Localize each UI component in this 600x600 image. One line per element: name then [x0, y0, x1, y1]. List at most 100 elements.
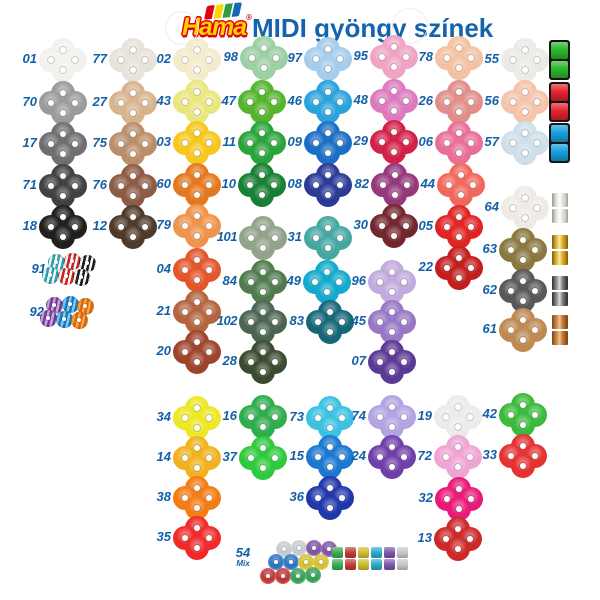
color-number-label: 46	[287, 93, 302, 108]
color-number-label: 62	[482, 282, 497, 297]
bead-hole	[522, 47, 528, 53]
bead-hole	[271, 99, 277, 105]
bead-cluster-17	[39, 122, 87, 166]
bead-hole	[142, 183, 148, 189]
bead-hole	[260, 404, 266, 410]
bead-cluster-75	[109, 122, 157, 166]
bead	[380, 360, 404, 384]
bead-hole	[444, 140, 450, 146]
bead-cluster-28	[239, 340, 287, 384]
bead-hole	[272, 235, 278, 241]
glitter-color-square	[397, 559, 408, 570]
bead-cluster-43	[173, 80, 221, 124]
color-number-label: 34	[156, 409, 171, 424]
bead-hole	[48, 183, 54, 189]
bead-hole	[261, 65, 267, 71]
bead-cluster-32	[435, 477, 483, 521]
bead-cluster-29	[370, 120, 418, 164]
bead-cluster-mix-54	[258, 538, 343, 586]
bead	[316, 236, 340, 260]
bead-hole	[389, 404, 395, 410]
bead-cluster-14	[173, 436, 221, 480]
bead-cluster-06	[435, 121, 483, 165]
bead-cluster-45	[368, 300, 416, 344]
bead-cluster-04	[173, 248, 221, 292]
metal-color-square	[552, 193, 568, 207]
bead-hole	[401, 319, 407, 325]
bead-cluster-77	[109, 38, 157, 82]
bead-hole	[60, 173, 66, 179]
color-number-label: 91	[31, 261, 46, 276]
bead-hole	[532, 412, 538, 418]
bead-hole	[194, 505, 200, 511]
bead	[275, 568, 291, 584]
bead-hole	[456, 234, 462, 240]
bead	[305, 567, 321, 583]
bead-hole	[64, 274, 68, 278]
striped-bead	[39, 309, 57, 327]
color-number-label: 35	[156, 529, 171, 544]
bead-hole	[508, 288, 514, 294]
color-number-label: 78	[418, 49, 433, 64]
bead-hole	[327, 405, 333, 411]
bead	[513, 58, 537, 82]
bead-cluster-10	[238, 163, 286, 207]
bead-hole	[379, 223, 385, 229]
color-number-label: 17	[22, 135, 37, 150]
color-number-label: 55	[484, 51, 499, 66]
glow-color-segment	[551, 61, 568, 78]
bead	[250, 100, 274, 124]
bead-hole	[194, 257, 200, 263]
glow-color-segment	[551, 125, 568, 142]
bead	[291, 540, 307, 556]
striped-bead	[47, 253, 65, 271]
bead	[250, 141, 274, 165]
bead	[513, 206, 537, 230]
bead	[185, 58, 209, 82]
bead-cluster-38	[173, 476, 221, 520]
bead	[185, 536, 209, 560]
bead-hole	[379, 139, 385, 145]
bead-hole	[142, 141, 148, 147]
bead-hole	[327, 485, 333, 491]
bead-hole	[194, 130, 200, 136]
glitter-color-square	[345, 547, 356, 558]
metal-indicator-62	[552, 276, 568, 307]
bead-cluster-44	[437, 163, 485, 207]
bead-hole	[194, 359, 200, 365]
color-number-label: 45	[351, 313, 366, 328]
color-number-label: 72	[417, 448, 432, 463]
bead-hole	[443, 454, 449, 460]
bead-hole	[456, 130, 462, 136]
bead-hole	[534, 205, 540, 211]
bead-hole	[337, 182, 343, 188]
bead-hole	[60, 193, 66, 199]
bead-hole	[468, 99, 474, 105]
bead	[51, 142, 75, 166]
bead-hole	[389, 444, 395, 450]
bead-hole	[520, 443, 526, 449]
bead-hole	[520, 422, 526, 428]
bead-hole	[118, 100, 124, 106]
bead-hole	[260, 369, 266, 375]
color-number-label: 27	[92, 94, 107, 109]
bead-cluster-20	[173, 330, 221, 374]
bead-hole	[391, 88, 397, 94]
bead-hole	[194, 445, 200, 451]
bead	[318, 496, 342, 520]
bead-hole	[401, 279, 407, 285]
bead-hole	[443, 414, 449, 420]
color-number-label: 05	[418, 218, 433, 233]
bead-hole	[534, 57, 540, 63]
bead-hole	[325, 172, 331, 178]
color-number-label: 19	[417, 408, 432, 423]
bead-hole	[325, 225, 331, 231]
bead-hole	[48, 57, 54, 63]
bead-hole	[282, 547, 286, 551]
bead-hole	[522, 89, 528, 95]
bead-hole	[194, 67, 200, 73]
bead-hole	[60, 131, 66, 137]
bead-cluster-24	[368, 435, 416, 479]
bead-hole	[377, 319, 383, 325]
color-number-label: 20	[156, 343, 171, 358]
